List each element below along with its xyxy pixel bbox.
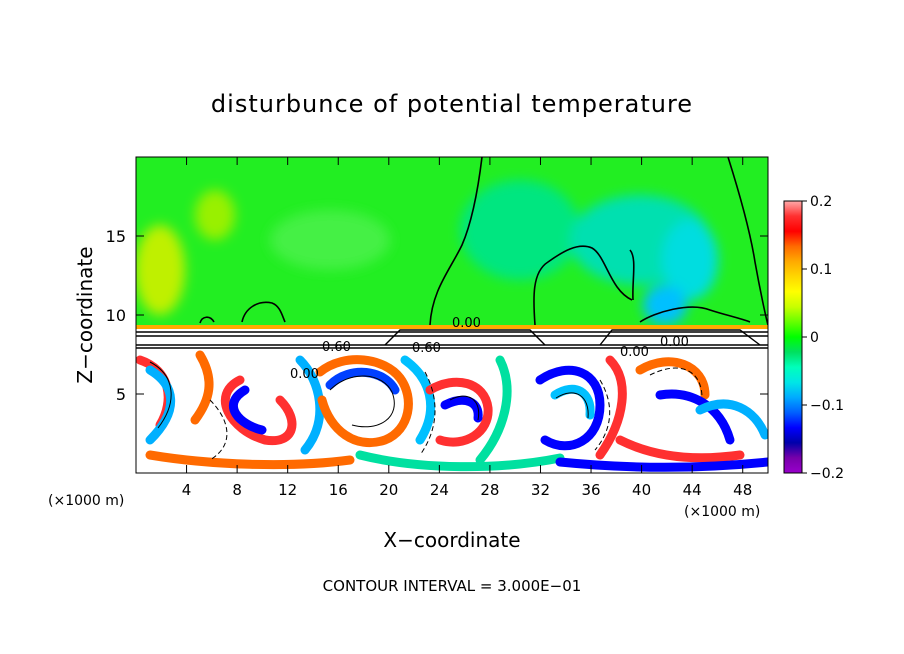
contour-label: 0.00 [290, 367, 319, 382]
contour-label: 0.00 [452, 316, 481, 331]
x-tick-label: 28 [480, 481, 499, 499]
x-tick-label: 16 [329, 481, 348, 499]
y-tick-label: 5 [116, 385, 126, 404]
contour-label: 0.00 [660, 335, 689, 350]
lower-contours [149, 361, 703, 461]
x-tick-label: 20 [379, 481, 398, 499]
x-tick-label: 4 [182, 481, 192, 499]
contour-label: 0.60 [412, 341, 441, 356]
colorbar-tick-label: −0.2 [810, 466, 844, 482]
y-tick-label: 15 [106, 227, 126, 246]
plot-area [136, 157, 768, 473]
upper-field-variation [136, 180, 718, 325]
contour-label: 0.60 [322, 340, 351, 355]
x-unit-left: (×1000 m) [48, 493, 124, 509]
contour-labels: 0.60 0.00 0.60 0.00 0.00 0.00 [290, 316, 689, 382]
x-tick-label: 24 [430, 481, 449, 499]
colorbar-tick-label: 0 [810, 330, 819, 346]
x-tick-label: 36 [581, 481, 600, 499]
colorbar-tick-label: 0.2 [810, 194, 832, 210]
x-axis: 4 8 12 16 20 24 28 32 36 40 44 48 [182, 157, 752, 499]
lower-eddies [136, 350, 768, 472]
y-axis-label: Z−coordinate [73, 246, 97, 383]
colorbar-bar [783, 200, 803, 474]
colorbar-tick-label: 0.1 [810, 262, 832, 278]
x-axis-label: X−coordinate [383, 528, 520, 552]
y-tick-label: 10 [106, 306, 126, 325]
y-axis: 5 10 15 [106, 227, 768, 404]
x-tick-label: 8 [232, 481, 242, 499]
chart-title: disturbunce of potential temperature [211, 90, 693, 118]
contour-interval-text: CONTOUR INTERVAL = 3.000E−01 [323, 577, 582, 595]
x-unit-right: (×1000 m) [684, 504, 760, 520]
x-tick-label: 32 [531, 481, 550, 499]
colorbar: 0.2 0.1 0 −0.1 −0.2 [783, 194, 844, 482]
x-tick-label: 12 [278, 481, 297, 499]
interface-band [136, 325, 768, 329]
contour-label: 0.00 [620, 345, 649, 360]
x-tick-label: 40 [632, 481, 651, 499]
x-tick-label: 48 [733, 481, 752, 499]
interface-contours [136, 329, 768, 349]
x-tick-label: 44 [683, 481, 702, 499]
colorbar-tick-label: −0.1 [810, 398, 844, 414]
upper-contours [199, 157, 768, 326]
